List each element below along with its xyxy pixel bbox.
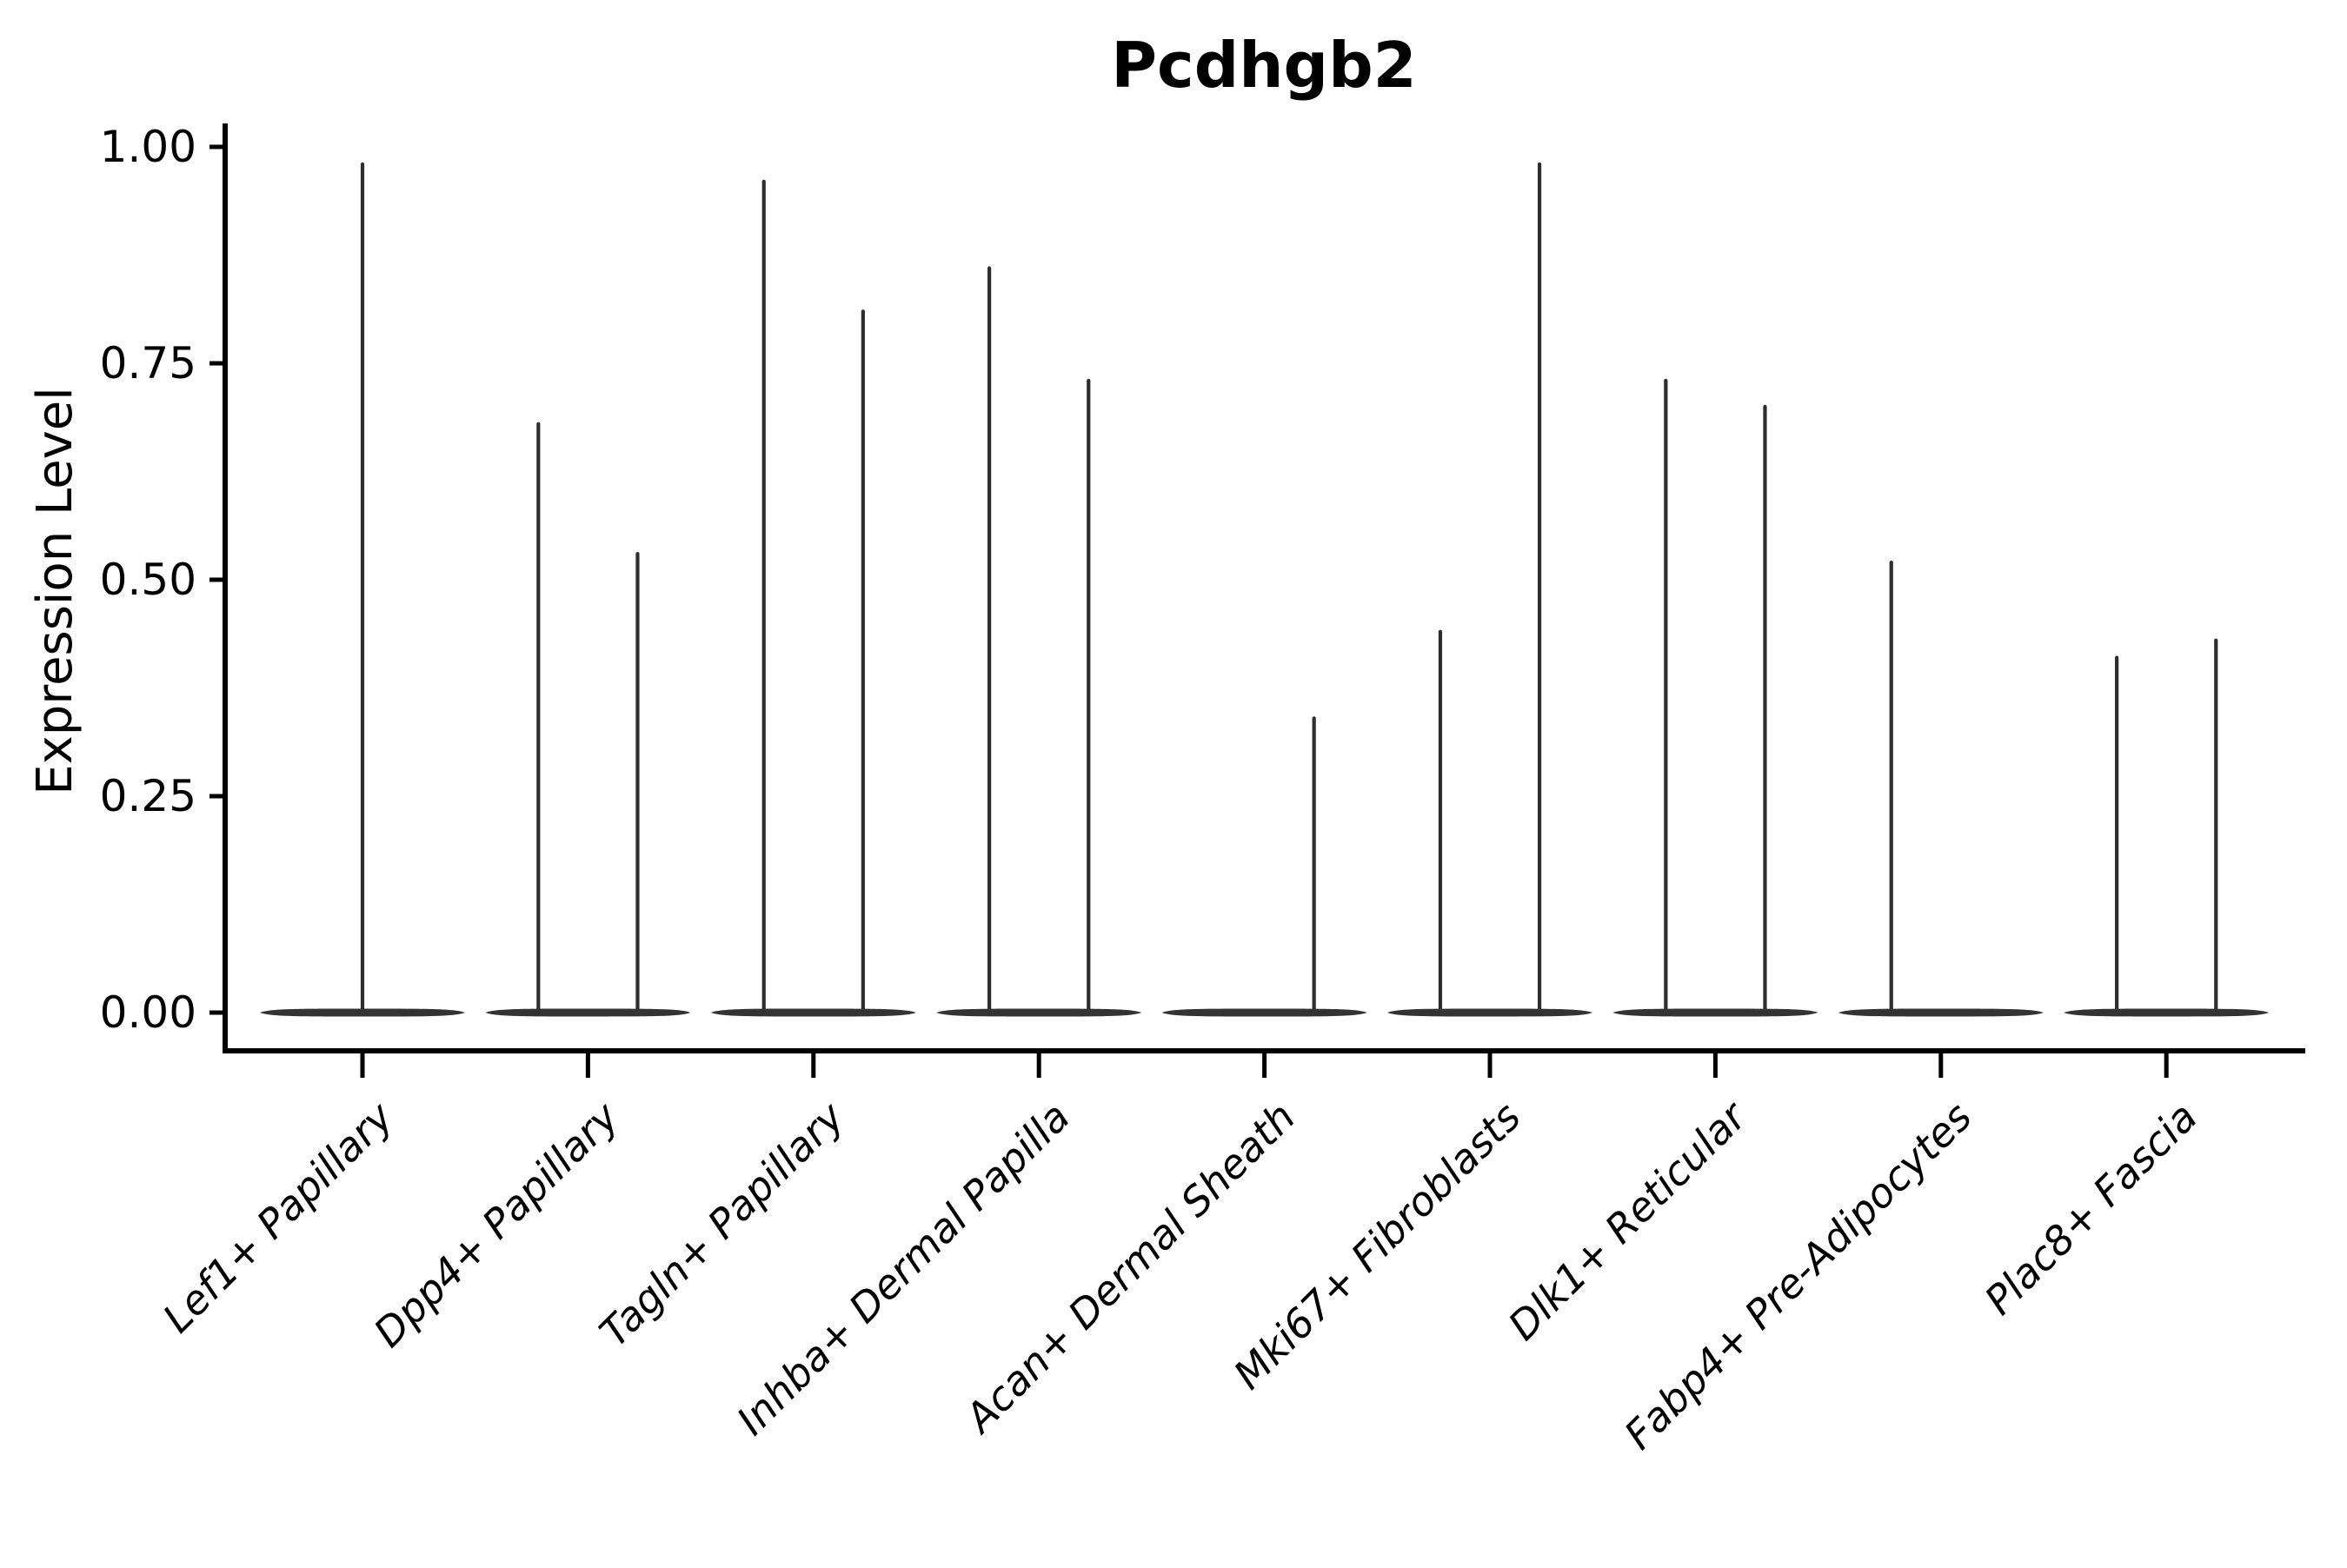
y-tick-label: 0.75 xyxy=(100,338,196,389)
violin-body xyxy=(1612,1008,1818,1017)
violin-1 xyxy=(260,162,465,1017)
plot-title: Pcdhgb2 xyxy=(1111,29,1416,102)
violin-9 xyxy=(2064,638,2270,1017)
violins xyxy=(260,162,2270,1017)
violin-2 xyxy=(485,422,691,1017)
violin-6 xyxy=(1387,162,1592,1017)
y-tick-label: 0.25 xyxy=(100,771,196,821)
x-tick-label: Plac8+ Fascia xyxy=(1976,1093,2206,1324)
violin-4 xyxy=(936,266,1142,1017)
x-tick-label: Dpp4+ Papillary xyxy=(365,1093,628,1356)
y-tick-label: 0.50 xyxy=(100,555,196,605)
x-ticks xyxy=(360,1053,2169,1078)
violin-3 xyxy=(710,179,916,1017)
violin-body xyxy=(1387,1008,1592,1017)
violin-body xyxy=(936,1008,1142,1017)
x-tick-label: Dlk1+ Reticular xyxy=(1499,1091,1758,1349)
violin-body xyxy=(710,1008,916,1017)
y-tick-label: 1.00 xyxy=(100,122,196,172)
violin-5 xyxy=(1161,716,1367,1017)
y-tick-label: 0.00 xyxy=(100,987,196,1038)
violin-body xyxy=(2064,1008,2270,1017)
violin-7 xyxy=(1612,378,1818,1017)
violin-body xyxy=(485,1008,691,1017)
y-ticks: 1.00 0.75 0.50 0.25 0.00 xyxy=(100,122,223,1038)
violin-8 xyxy=(1838,560,2044,1017)
violin-body xyxy=(260,1008,465,1017)
y-axis-label: Expression Level xyxy=(27,387,83,795)
violin-body xyxy=(1161,1008,1367,1017)
x-tick-label: Lef1+ Papillary xyxy=(154,1093,402,1341)
x-tick-label: Tagln+ Papillary xyxy=(590,1093,854,1356)
violin-body xyxy=(1838,1008,2044,1017)
